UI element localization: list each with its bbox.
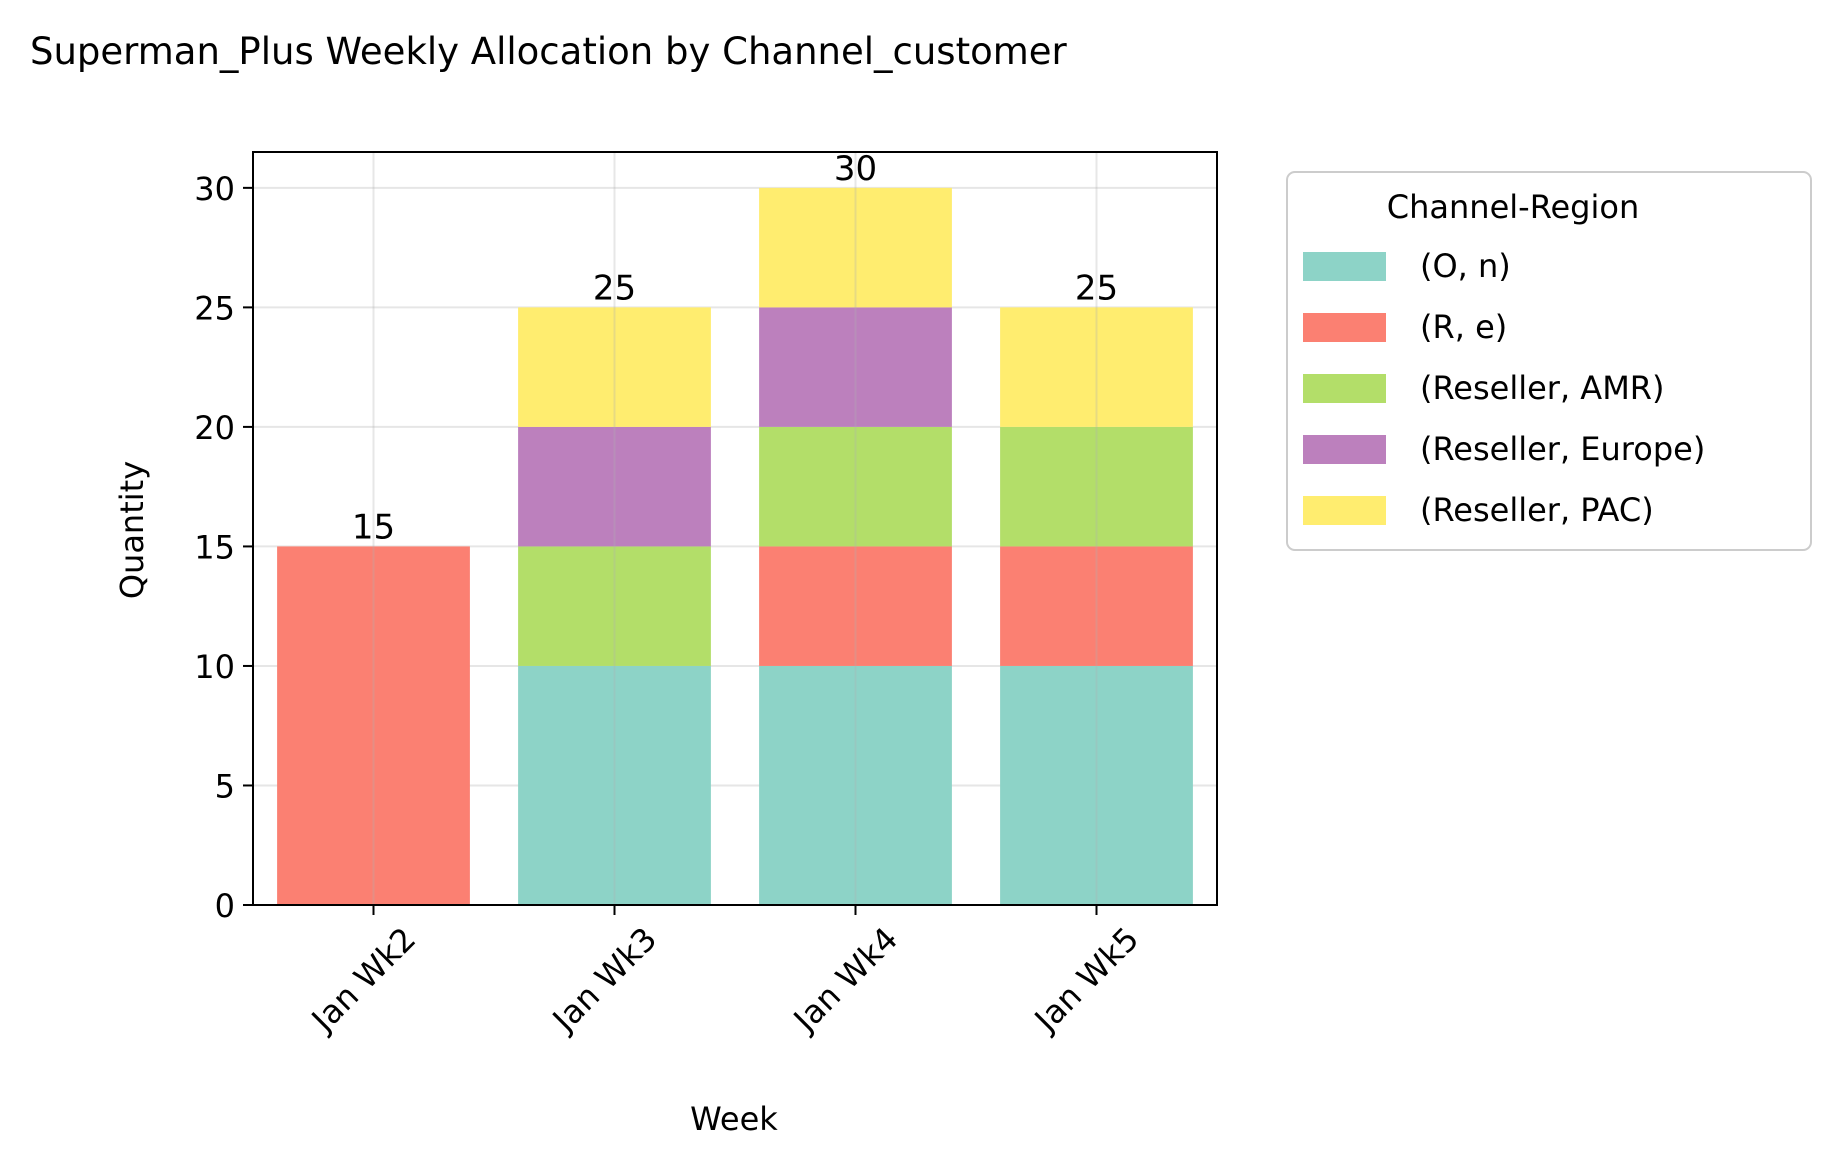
legend-label-2: (Reseller, AMR) [1420,369,1665,407]
legend-items: (O, n) (R, e) (Reseller, AMR) (Reseller, Eu… [1303,247,1705,529]
legend-frame [1286,171,1812,551]
bar-segment-1-3 [518,426,711,547]
x-axis-label: Week [690,1100,778,1138]
bar-segment-2-1 [759,546,952,666]
bar-segment-2-4 [759,187,952,308]
y-tick-label-1: 5 [215,767,235,805]
legend-swatch-2 [1303,374,1386,403]
plot-frame [252,151,1218,906]
bar-total-label-0: 15 [352,507,395,547]
y-tick-label-6: 30 [194,170,235,208]
legend-swatch-0 [1303,252,1386,281]
bar-segment-1-0 [518,665,711,905]
x-tick-label-3: Jan Wk5 [1026,920,1146,1040]
bar-segment-3-1 [1000,546,1193,666]
y-axis-label: Quantity [113,461,151,599]
y-tick-label-5: 25 [194,289,235,327]
bar-total-labels: 15 25 30 25 [352,149,1118,548]
y-tick-label-0: 0 [215,887,235,925]
y-tick-label-2: 10 [194,648,235,686]
bar-segment-0-1 [277,546,470,905]
legend-label-3: (Reseller, Europe) [1420,430,1705,468]
legend-title: Channel-Region [1387,188,1639,226]
legend-swatch-4 [1303,496,1386,525]
legend-label-1: (R, e) [1420,308,1507,346]
legend-swatch-1 [1303,313,1386,342]
y-tick-label-4: 20 [194,409,235,447]
bar-layer [277,187,1193,905]
bar-segment-2-3 [759,307,952,427]
bar-total-label-2: 30 [834,149,877,189]
bar-segment-1-4 [518,307,711,427]
bar-total-label-1: 25 [593,268,636,308]
bar-segment-1-2 [518,546,711,666]
bar-segment-2-2 [759,426,952,547]
bar-segment-2-0 [759,665,952,905]
bar-segment-3-2 [1000,426,1193,547]
legend-label-0: (O, n) [1420,247,1511,285]
bar-segment-3-4 [1000,307,1193,427]
bar-segment-3-0 [1000,665,1193,905]
bar-total-label-3: 25 [1075,268,1118,308]
x-tick-label-2: Jan Wk4 [785,920,905,1040]
legend-swatch-3 [1303,435,1386,464]
legend: Channel-Region (O, n) (R, e) (Reseller, AM… [1286,171,1812,551]
y-tick-label-3: 15 [194,528,235,566]
legend-label-4: (Reseller, PAC) [1420,491,1654,529]
x-tick-label-0: Jan Wk2 [303,920,423,1040]
chart-title: Superman_Plus Weekly Allocation by Chann… [30,30,1068,73]
x-tick-label-1: Jan Wk3 [544,920,664,1040]
